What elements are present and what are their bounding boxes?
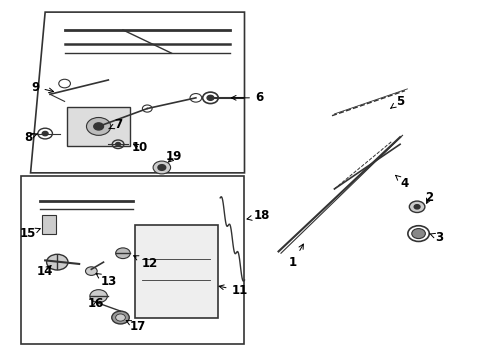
Circle shape <box>116 143 120 146</box>
Text: 3: 3 <box>428 231 442 244</box>
Circle shape <box>408 201 424 212</box>
Text: 14: 14 <box>37 265 53 278</box>
Text: 8: 8 <box>24 131 38 144</box>
Text: 10: 10 <box>132 141 148 154</box>
Circle shape <box>42 131 48 136</box>
Circle shape <box>85 267 97 275</box>
Circle shape <box>158 165 165 170</box>
Text: 1: 1 <box>288 244 303 269</box>
Text: 18: 18 <box>246 209 269 222</box>
Circle shape <box>90 290 107 302</box>
Text: 12: 12 <box>133 256 158 270</box>
Circle shape <box>46 254 68 270</box>
Circle shape <box>86 117 111 135</box>
Text: 9: 9 <box>31 81 54 94</box>
Text: 11: 11 <box>219 284 247 297</box>
Circle shape <box>112 311 129 324</box>
FancyBboxPatch shape <box>41 215 56 234</box>
Text: 4: 4 <box>395 175 408 190</box>
FancyBboxPatch shape <box>67 107 130 146</box>
Text: 5: 5 <box>390 95 404 108</box>
Circle shape <box>116 314 125 321</box>
Circle shape <box>116 248 130 258</box>
Circle shape <box>411 229 425 239</box>
FancyBboxPatch shape <box>135 225 217 318</box>
Text: 6: 6 <box>231 91 263 104</box>
Text: 7: 7 <box>108 118 122 131</box>
Text: 2: 2 <box>425 192 432 204</box>
Text: 19: 19 <box>165 150 182 163</box>
Circle shape <box>413 204 419 209</box>
Text: 16: 16 <box>88 297 104 310</box>
Text: 15: 15 <box>20 227 40 240</box>
Circle shape <box>94 123 103 130</box>
Circle shape <box>206 95 213 100</box>
Text: 13: 13 <box>96 274 116 288</box>
Text: 17: 17 <box>126 320 145 333</box>
Circle shape <box>153 161 170 174</box>
